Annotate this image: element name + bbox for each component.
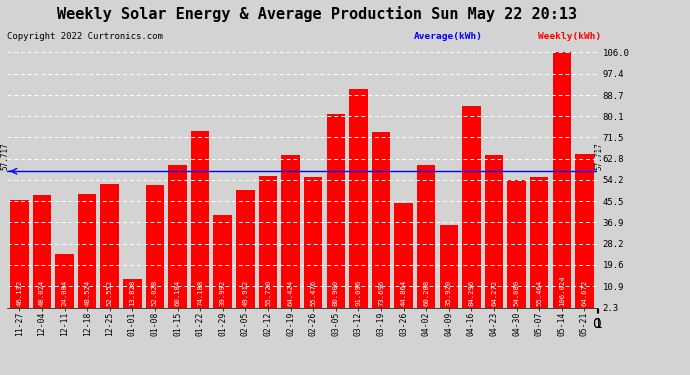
Text: 44.864: 44.864 bbox=[401, 279, 406, 306]
Text: 52.028: 52.028 bbox=[152, 279, 158, 306]
Text: Copyright 2022 Curtronics.com: Copyright 2022 Curtronics.com bbox=[7, 32, 163, 41]
Bar bbox=[575, 154, 593, 313]
Bar bbox=[101, 184, 119, 313]
Bar bbox=[530, 177, 549, 313]
Text: 49.912: 49.912 bbox=[242, 279, 248, 306]
Text: 13.828: 13.828 bbox=[129, 279, 135, 306]
Bar bbox=[553, 53, 571, 313]
Text: Weekly Solar Energy & Average Production Sun May 22 20:13: Weekly Solar Energy & Average Production… bbox=[57, 6, 578, 22]
Text: Average(kWh): Average(kWh) bbox=[414, 32, 483, 41]
Text: 55.720: 55.720 bbox=[265, 279, 271, 306]
Bar bbox=[326, 114, 345, 313]
Bar bbox=[304, 177, 322, 313]
Bar bbox=[55, 254, 74, 313]
Text: 57.717: 57.717 bbox=[0, 142, 9, 170]
Text: 48.024: 48.024 bbox=[39, 279, 45, 306]
Bar bbox=[32, 195, 51, 313]
Bar bbox=[394, 203, 413, 313]
Bar bbox=[282, 155, 300, 313]
Bar bbox=[507, 180, 526, 313]
Bar bbox=[168, 165, 187, 313]
Text: 80.900: 80.900 bbox=[333, 279, 339, 306]
Text: 64.672: 64.672 bbox=[582, 279, 587, 306]
Text: 35.920: 35.920 bbox=[446, 279, 452, 306]
Text: 91.096: 91.096 bbox=[355, 279, 362, 306]
Bar bbox=[236, 190, 255, 313]
Bar bbox=[440, 225, 458, 313]
Bar bbox=[417, 165, 435, 313]
Text: 52.552: 52.552 bbox=[107, 279, 112, 306]
Text: 73.696: 73.696 bbox=[378, 279, 384, 306]
Bar bbox=[372, 132, 391, 313]
Text: 46.132: 46.132 bbox=[17, 279, 22, 306]
Bar bbox=[213, 215, 232, 313]
Bar bbox=[78, 194, 97, 313]
Text: 48.524: 48.524 bbox=[84, 279, 90, 306]
Bar bbox=[462, 106, 481, 313]
Text: 64.424: 64.424 bbox=[288, 279, 293, 306]
Bar bbox=[259, 176, 277, 313]
Bar bbox=[123, 279, 141, 313]
Text: 24.084: 24.084 bbox=[61, 279, 68, 306]
Text: 106.024: 106.024 bbox=[559, 275, 565, 306]
Text: 55.476: 55.476 bbox=[310, 279, 316, 306]
Bar bbox=[191, 131, 210, 313]
Text: Weekly(kWh): Weekly(kWh) bbox=[538, 32, 602, 41]
Bar bbox=[485, 155, 503, 313]
Bar bbox=[349, 89, 368, 313]
Text: 60.288: 60.288 bbox=[423, 279, 429, 306]
Text: 64.272: 64.272 bbox=[491, 279, 497, 306]
Text: 54.080: 54.080 bbox=[513, 279, 520, 306]
Bar bbox=[146, 185, 164, 313]
Text: 57.717: 57.717 bbox=[595, 142, 604, 170]
Bar bbox=[10, 200, 28, 313]
Text: 55.464: 55.464 bbox=[536, 279, 542, 306]
Text: 39.992: 39.992 bbox=[219, 279, 226, 306]
Text: 60.184: 60.184 bbox=[175, 279, 181, 306]
Text: 74.188: 74.188 bbox=[197, 279, 203, 306]
Text: 84.296: 84.296 bbox=[469, 279, 475, 306]
